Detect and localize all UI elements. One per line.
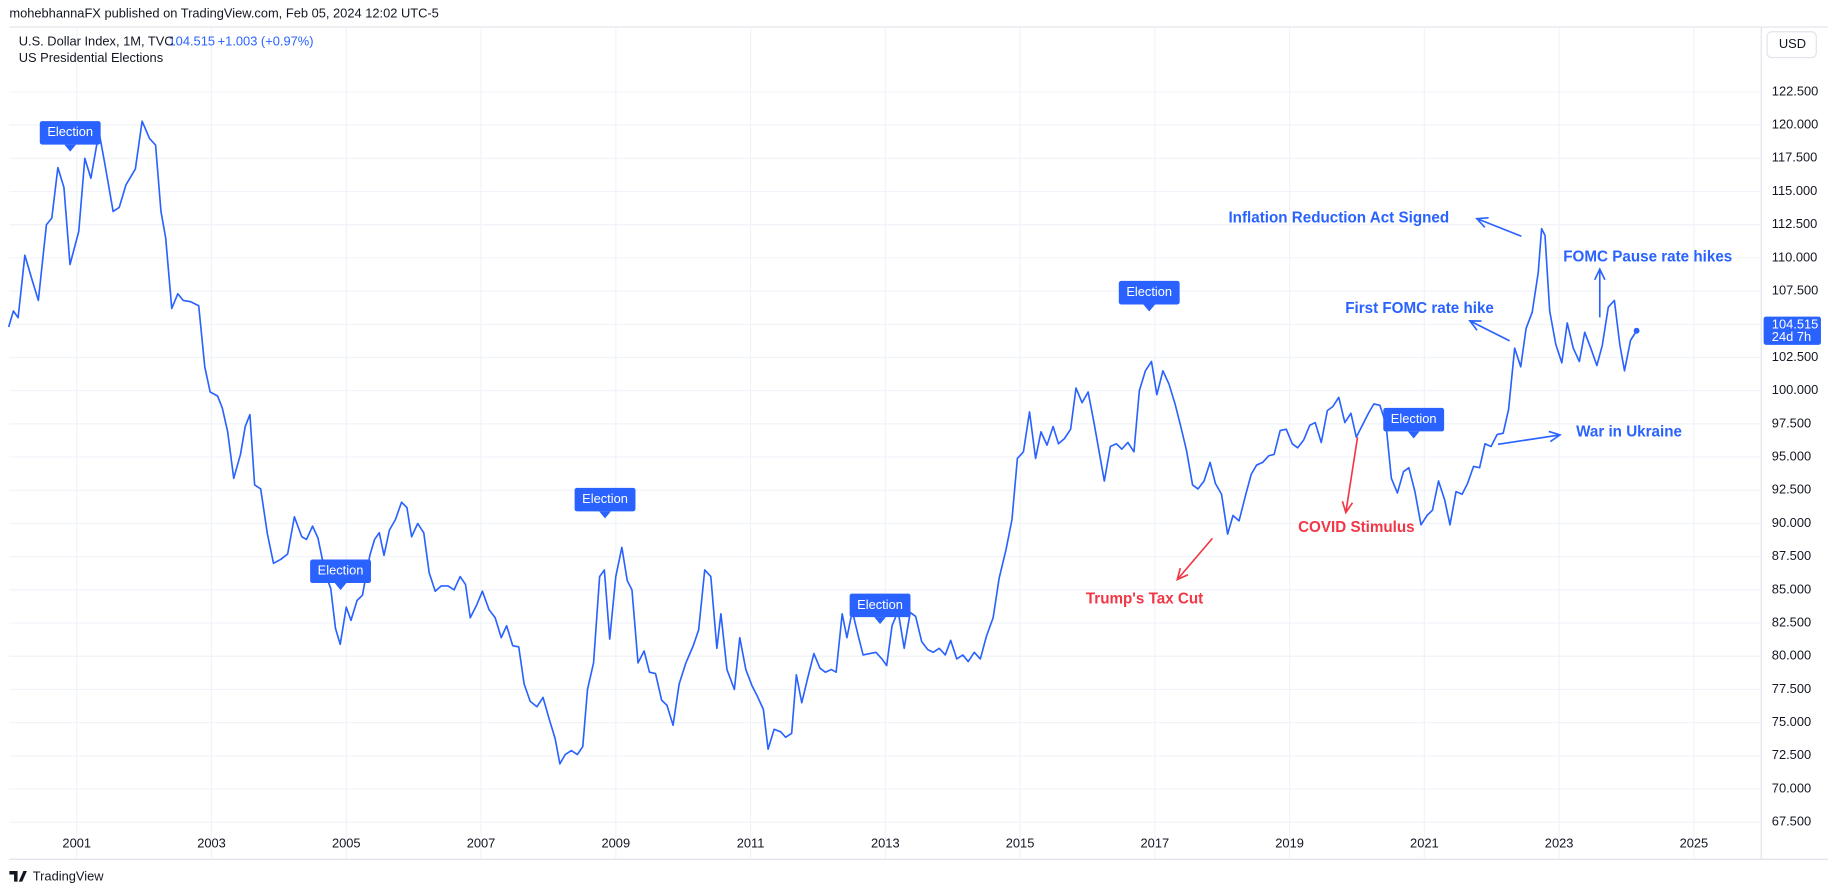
annotation-text: First FOMC rate hike (1345, 300, 1494, 317)
y-tick-label: 95.000 (1772, 448, 1811, 463)
x-tick-label: 2021 (1410, 835, 1439, 850)
y-tick-label: 110.000 (1772, 249, 1818, 264)
election-flag (574, 487, 636, 512)
legend-indicator: US Presidential Elections (19, 50, 163, 65)
y-tick-label: 97.500 (1772, 415, 1811, 430)
annotation-text: COVID Stimulus (1298, 519, 1415, 536)
election-flag-pointer (64, 144, 77, 152)
y-tick-label: 112.500 (1772, 216, 1818, 231)
y-tick-label: 115.000 (1772, 183, 1818, 198)
annotation-arrow (1176, 537, 1214, 581)
election-flag-pointer (1143, 304, 1156, 312)
election-flag-pointer (874, 617, 886, 625)
y-tick-label: 87.500 (1772, 548, 1811, 563)
annotation-arrow (1345, 437, 1359, 513)
annotation-arrowhead (1341, 501, 1354, 515)
y-tick-label: 72.500 (1772, 747, 1811, 762)
currency-button[interactable] (1766, 31, 1817, 59)
price-line (7, 120, 1638, 765)
election-flag (849, 593, 911, 618)
y-tick-label: 77.500 (1772, 681, 1811, 696)
grid (9, 28, 1762, 859)
annotation-text: Inflation Reduction Act Signed (1228, 210, 1449, 227)
x-tick-label: 2013 (871, 835, 900, 850)
logo-icon (9, 871, 27, 882)
published-header: mohebhannaFX published on TradingView.co… (9, 5, 439, 20)
annotation-arrow (1497, 434, 1561, 446)
x-tick-label: 2009 (601, 835, 630, 850)
annotation-arrowhead (1176, 567, 1189, 581)
election-flag (310, 559, 371, 584)
legend-symbol: U.S. Dollar Index, 1M, TVC (19, 34, 174, 49)
x-tick-label: 2023 (1545, 835, 1574, 850)
election-flag-pointer (334, 583, 347, 591)
x-tick-label: 2017 (1141, 835, 1170, 850)
x-tick-label: 2011 (737, 835, 765, 850)
x-tick-label: 2003 (197, 835, 226, 850)
y-tick-label: 85.000 (1772, 581, 1811, 596)
y-tick-label: 90.000 (1772, 515, 1811, 530)
x-tick-label: 2025 (1680, 835, 1709, 850)
price-tag-value: 104.515 (1772, 316, 1819, 331)
x-tick-label: 2001 (62, 835, 91, 850)
y-tick-label: 67.500 (1772, 814, 1811, 829)
election-flag-label: Election (857, 597, 903, 612)
election-flag-label: Election (1391, 411, 1437, 426)
x-tick-label: 2019 (1275, 835, 1304, 850)
election-flag (1383, 407, 1445, 432)
y-tick-label: 75.000 (1772, 714, 1811, 729)
x-tick-label: 2015 (1006, 835, 1035, 850)
annotation-arrowhead (1593, 267, 1606, 281)
election-flag (39, 121, 101, 145)
election-flag-label: Election (318, 563, 364, 578)
x-tick-label: 2005 (332, 835, 361, 850)
annotation-arrow (1469, 320, 1511, 342)
election-flag-pointer (1407, 431, 1420, 439)
legend-price: 104.515 (169, 34, 216, 49)
annotation-text: War in Ukraine (1576, 424, 1682, 441)
footer-logo (9, 871, 27, 882)
annotation-arrowhead (1468, 320, 1482, 331)
y-tick-label: 92.500 (1772, 482, 1811, 497)
last-point (1633, 327, 1640, 334)
annotation-text: Trump's Tax Cut (1086, 590, 1203, 607)
y-tick-label: 122.500 (1772, 83, 1819, 98)
annotation-text: FOMC Pause rate hikes (1563, 248, 1732, 265)
y-tick-label: 117.500 (1772, 150, 1818, 165)
election-flag-label: Election (582, 491, 628, 506)
footer-brand: TradingView (33, 868, 104, 883)
election-flag-pointer (599, 511, 611, 519)
election-flag-label: Election (47, 124, 93, 139)
y-tick-label: 107.500 (1772, 283, 1819, 298)
y-tick-label: 82.500 (1772, 614, 1811, 629)
legend-change: +1.003 (+0.97%) (218, 34, 314, 49)
price-tag (1763, 316, 1821, 345)
y-tick-label: 70.000 (1772, 780, 1811, 795)
election-flag-label: Election (1126, 284, 1172, 299)
election-flag (1118, 280, 1180, 305)
y-tick-label: 102.500 (1772, 349, 1819, 364)
currency-label[interactable]: USD (1779, 36, 1806, 51)
price-tag-countdown: 24d 7h (1772, 329, 1811, 344)
annotation-arrowhead (1548, 430, 1562, 443)
y-tick-label: 120.000 (1772, 117, 1819, 132)
y-tick-label: 100.000 (1772, 382, 1819, 397)
annotation-arrow (1476, 217, 1522, 238)
x-tick-label: 2007 (467, 835, 496, 850)
y-tick-label: 80.000 (1772, 648, 1811, 663)
annotation-arrowhead (1475, 216, 1489, 228)
